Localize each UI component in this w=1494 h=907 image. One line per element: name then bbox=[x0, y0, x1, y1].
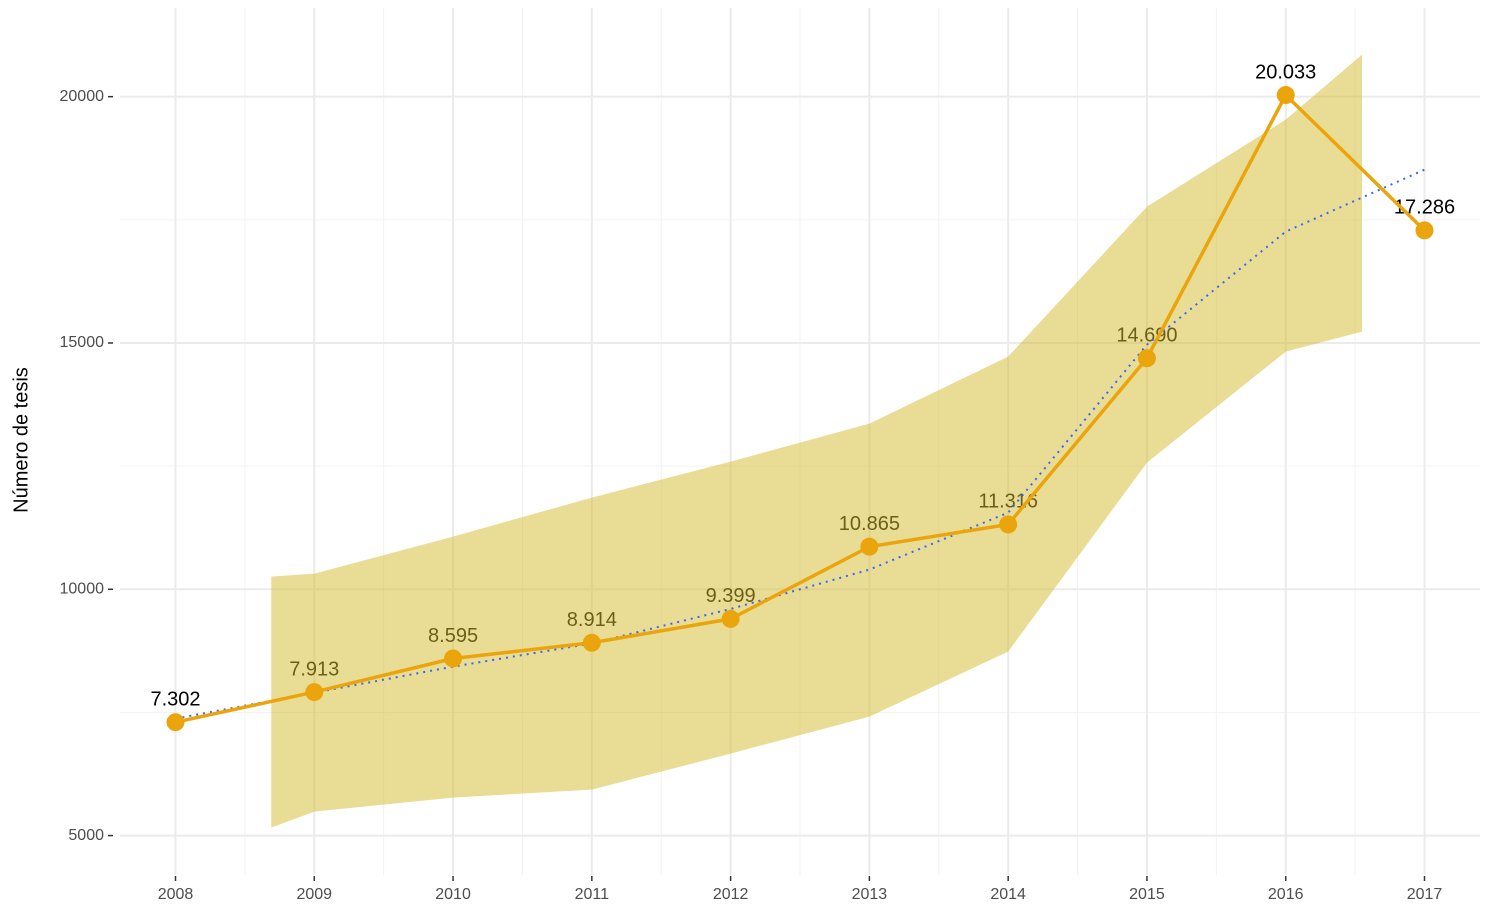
data-point bbox=[305, 683, 324, 702]
data-point bbox=[721, 609, 740, 628]
y-tick-label: 10000 bbox=[60, 581, 105, 598]
x-tick-label: 2011 bbox=[575, 886, 610, 903]
x-tick-label: 2009 bbox=[296, 886, 332, 903]
x-tick-label: 2014 bbox=[990, 886, 1026, 903]
data-point bbox=[860, 537, 879, 556]
x-tick-label: 2012 bbox=[713, 886, 749, 903]
data-point bbox=[444, 649, 463, 668]
data-label: 7.302 bbox=[150, 688, 200, 710]
data-point bbox=[1137, 349, 1156, 368]
x-tick-label: 2010 bbox=[435, 886, 471, 903]
y-tick-label: 15000 bbox=[60, 334, 105, 351]
x-tick-label: 2017 bbox=[1407, 886, 1443, 903]
x-tick-label: 2008 bbox=[158, 886, 194, 903]
data-point bbox=[1415, 221, 1434, 240]
y-tick-label: 20000 bbox=[60, 88, 105, 105]
x-tick-label: 2016 bbox=[1268, 886, 1304, 903]
data-label: 20.033 bbox=[1255, 61, 1316, 83]
y-axis-label: Número de tesis bbox=[10, 367, 32, 513]
trend-line bbox=[175, 168, 1425, 720]
data-point bbox=[582, 633, 601, 652]
data-line bbox=[175, 92, 1426, 724]
x-tick-label: 2015 bbox=[1129, 886, 1165, 903]
x-tick-label: 2013 bbox=[852, 886, 888, 903]
data-point bbox=[999, 515, 1018, 534]
data-point bbox=[1276, 86, 1295, 105]
data-point bbox=[166, 713, 185, 732]
confidence-band bbox=[271, 54, 1363, 828]
y-tick-label: 5000 bbox=[68, 827, 104, 844]
